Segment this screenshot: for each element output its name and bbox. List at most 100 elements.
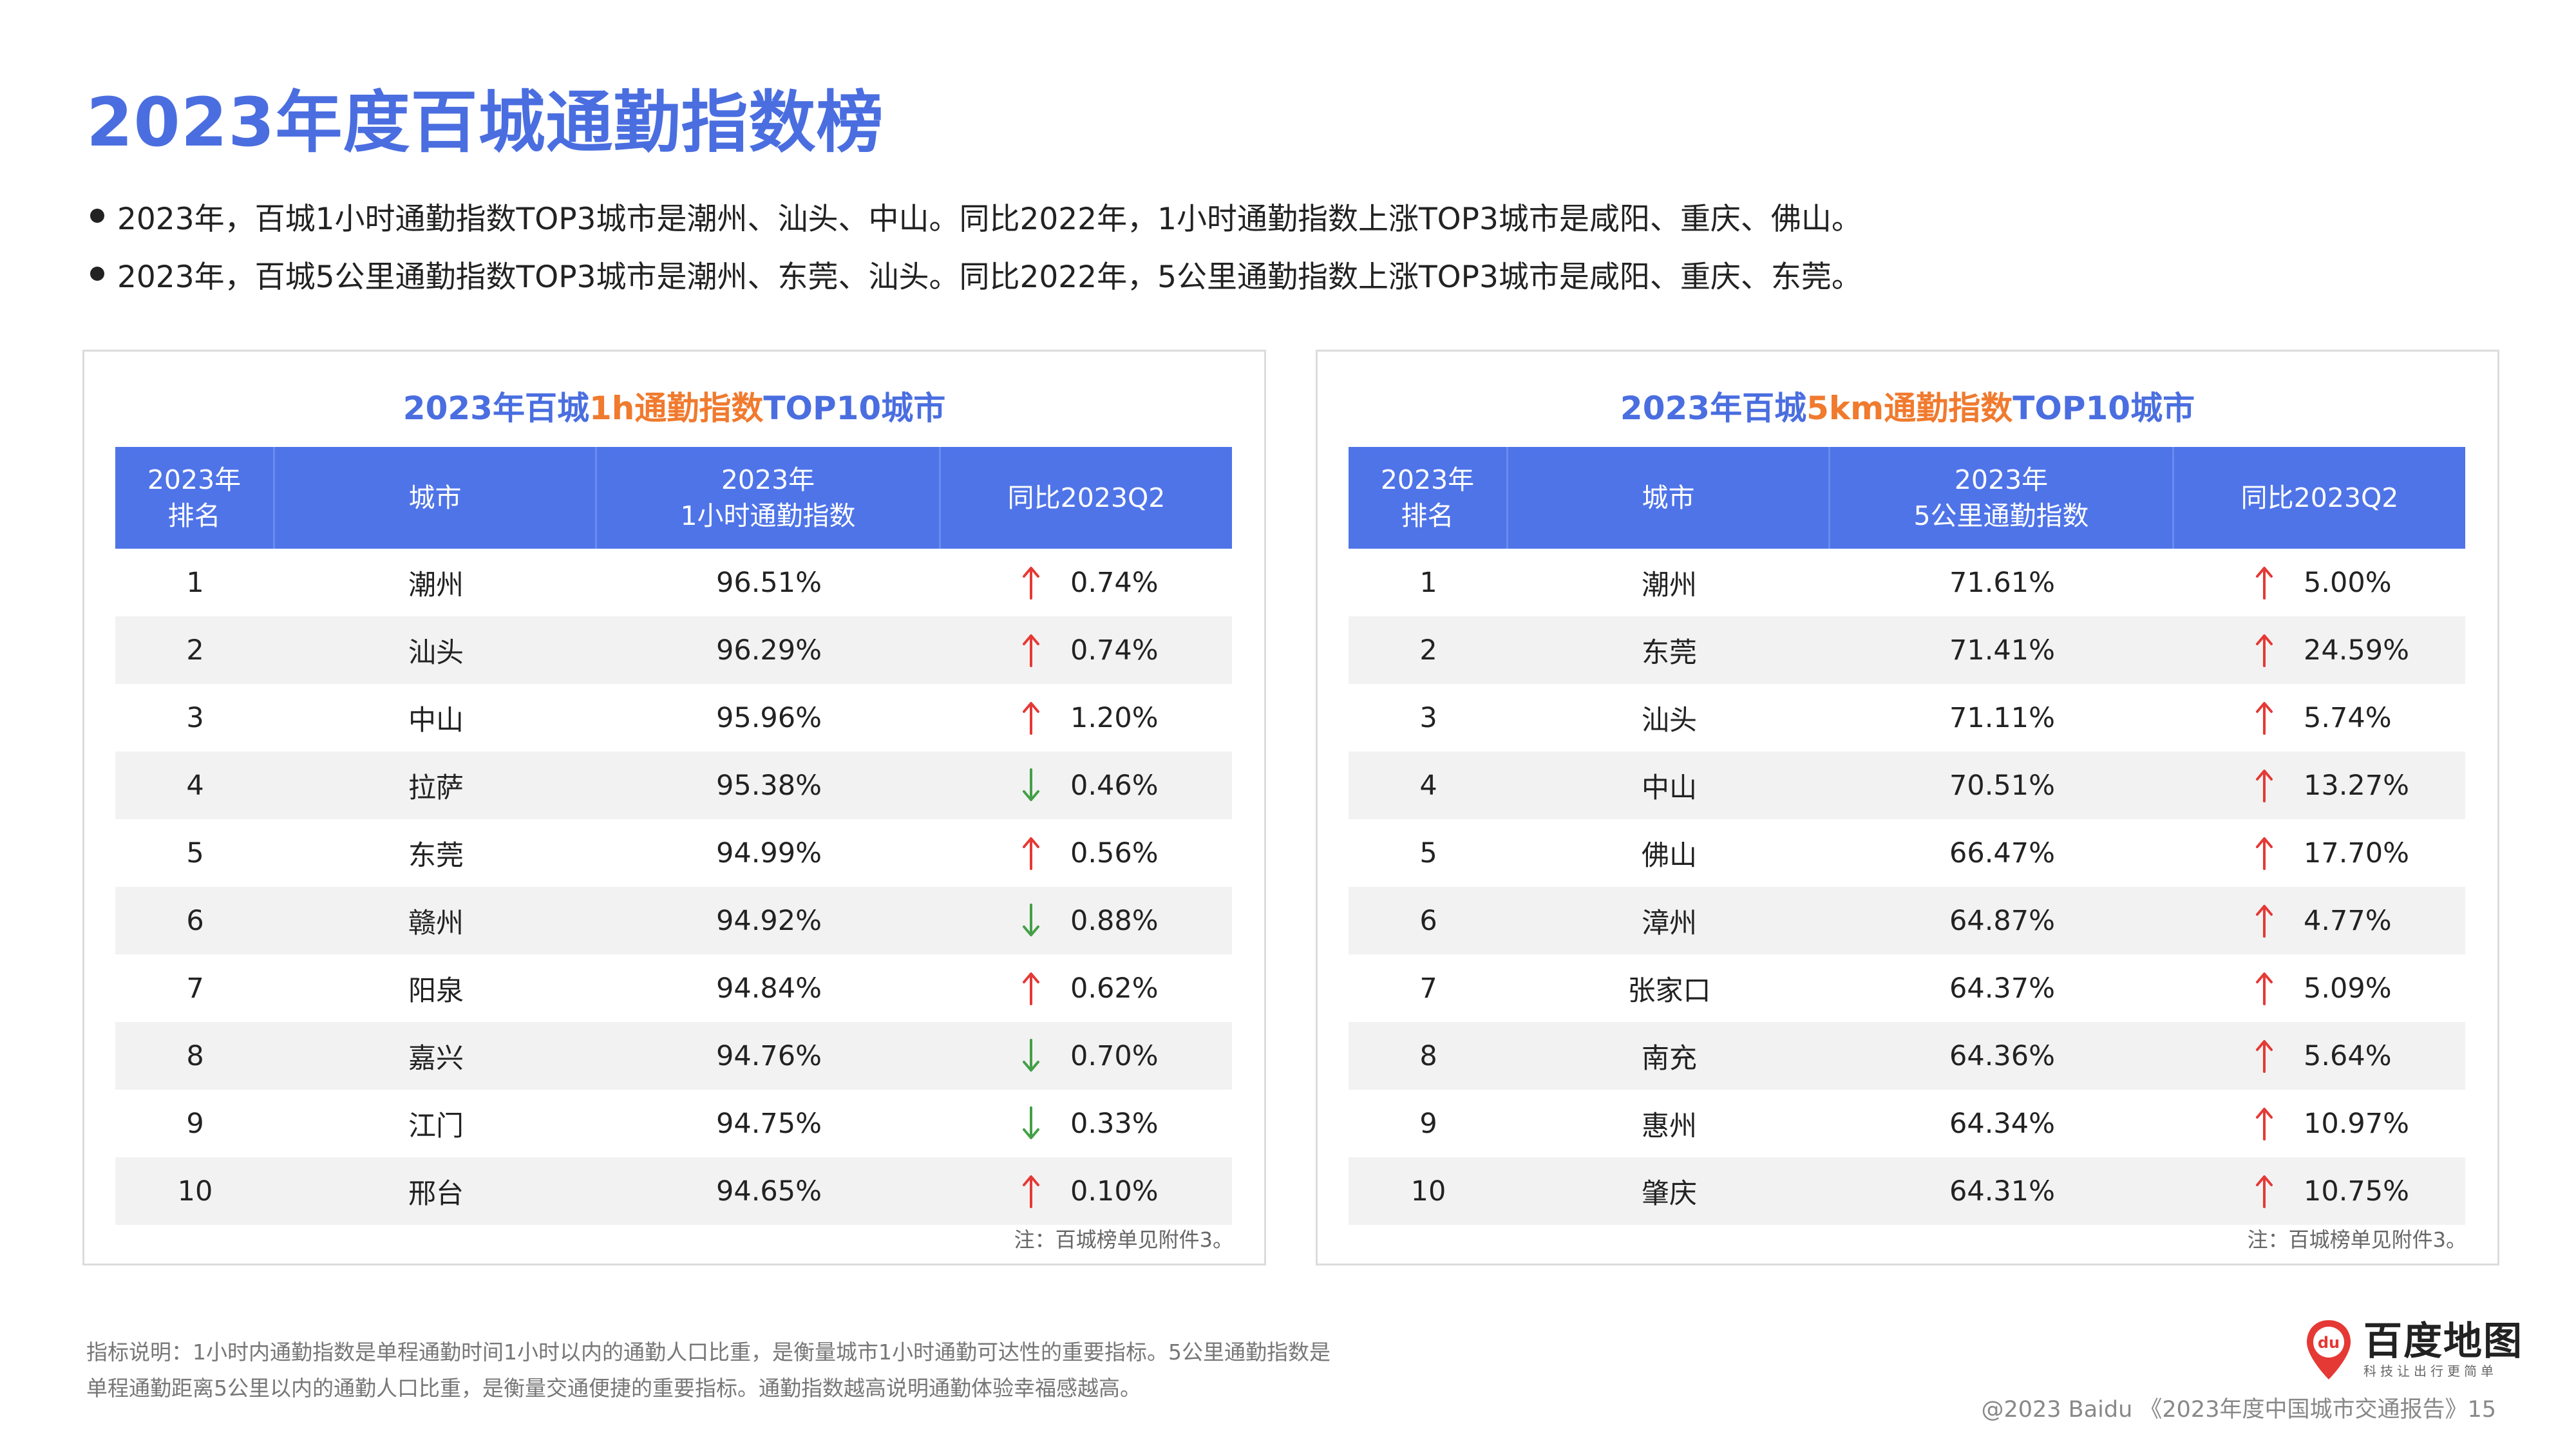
index-cell: 94.76% (716, 1039, 822, 1072)
rank-cell: 8 (1419, 1039, 1437, 1072)
table-row: 10 邢台 94.65% 0.10% (115, 1157, 1232, 1225)
table-row: 3 中山 95.96% 1.20% (115, 684, 1232, 752)
bullet-dot-icon (90, 209, 104, 223)
change-value: 0.10% (1070, 1175, 1159, 1208)
header-change: 同比2023Q2 (1007, 482, 1166, 513)
city-cell: 南充 (1642, 1042, 1697, 1075)
header-index: 2023年 5公里通勤指数 (1830, 447, 2174, 549)
panel-title-pre: 2023年百城 (1620, 390, 1807, 427)
rank-cell: 9 (1419, 1107, 1437, 1140)
city-cell: 惠州 (1642, 1110, 1697, 1142)
change-value: 5.74% (2304, 701, 2392, 734)
rank-cell: 3 (186, 701, 204, 734)
arrow-up-icon (2256, 567, 2273, 600)
rank-cell: 7 (1419, 972, 1437, 1005)
arrow-up-icon (2256, 770, 2273, 802)
table-row: 8 嘉兴 94.76% 0.70% (115, 1022, 1232, 1090)
change-value: 0.88% (1070, 904, 1159, 937)
change-value: 5.64% (2304, 1039, 2392, 1072)
city-cell: 汕头 (1642, 704, 1697, 737)
index-cell: 95.96% (716, 701, 822, 734)
change-value: 10.75% (2304, 1175, 2409, 1208)
table-note: 注：百城榜单见附件3。 (1014, 1227, 1233, 1252)
arrow-up-icon (2256, 837, 2273, 870)
arrow-up-icon (2256, 634, 2273, 667)
panel-title: 2023年百城5km通勤指数TOP10城市 (1318, 383, 2497, 429)
panel-title-pre: 2023年百城 (402, 390, 589, 427)
change-value: 0.74% (1070, 566, 1159, 599)
change-value: 5.09% (2304, 972, 2392, 1005)
bullet-dot-icon (90, 267, 104, 281)
table-note: 注：百城榜单见附件3。 (2247, 1227, 2467, 1252)
rank-cell: 4 (1419, 769, 1437, 802)
change-cell: 0.70% (941, 1038, 1232, 1074)
index-cell: 94.92% (716, 904, 822, 937)
header-rank-line2: 排名 (167, 500, 221, 531)
arrow-down-icon (1023, 904, 1039, 936)
table-row: 10 肇庆 64.31% 10.75% (1349, 1157, 2465, 1225)
table-row: 3 汕头 71.11% 5.74% (1349, 684, 2465, 752)
change-value: 10.97% (2304, 1107, 2409, 1140)
panel-title-accent: 5km通勤指数 (1806, 390, 2013, 427)
copyright: @2023 Baidu 《2023年度中国城市交通报告》15 (1981, 1397, 2496, 1423)
table-row: 7 张家口 64.37% 5.09% (1349, 954, 2465, 1022)
index-cell: 71.41% (1949, 634, 2055, 667)
city-cell: 东莞 (1642, 636, 1697, 669)
table-row: 8 南充 64.36% 5.64% (1349, 1022, 2465, 1090)
change-value: 0.62% (1070, 972, 1159, 1005)
city-cell: 中山 (1642, 772, 1697, 804)
arrow-up-icon (2256, 1175, 2273, 1208)
panel-title: 2023年百城1h通勤指数TOP10城市 (84, 383, 1264, 429)
change-value: 0.74% (1070, 634, 1159, 667)
panel-title-accent: 1h通勤指数 (589, 390, 764, 427)
baidu-map-logo: du 百度地图 科技让出行更简单 (2303, 1318, 2523, 1382)
rank-cell: 3 (1419, 701, 1437, 734)
change-cell: 0.88% (941, 903, 1232, 938)
table-row: 5 东莞 94.99% 0.56% (115, 819, 1232, 887)
table-header: 2023年 排名 城市 2023年 1小时通勤指数 同比2023Q2 (115, 447, 1232, 549)
page-title: 2023年度百城通勤指数榜 (86, 83, 884, 162)
city-cell: 赣州 (408, 907, 464, 940)
ranking-table-1h: 2023年 排名 城市 2023年 1小时通勤指数 同比2023Q2 1 潮州 96.5… (115, 447, 1232, 1225)
index-cell: 64.34% (1949, 1107, 2055, 1140)
rank-cell: 2 (1419, 634, 1437, 667)
logo-sub-text: 科技让出行更简单 (2363, 1363, 2497, 1379)
city-cell: 佛山 (1642, 839, 1697, 872)
arrow-up-icon (1023, 702, 1039, 735)
table-row: 2 东莞 71.41% 24.59% (1349, 616, 2465, 684)
change-cell: 4.77% (2174, 903, 2465, 938)
change-cell: 5.64% (2174, 1038, 2465, 1074)
change-value: 17.70% (2304, 837, 2409, 869)
header-index-line1: 2023年 (1954, 464, 2049, 495)
rank-cell: 1 (186, 566, 204, 599)
rank-cell: 10 (1410, 1175, 1446, 1208)
change-value: 13.27% (2304, 769, 2409, 802)
arrow-down-icon (1023, 1106, 1039, 1139)
table-row: 1 潮州 96.51% 0.74% (115, 549, 1232, 616)
rank-cell: 4 (186, 769, 204, 802)
summary-bullets: 2023年，百城1小时通勤指数TOP3城市是潮州、汕头、中山。同比2022年，1… (90, 187, 1862, 303)
index-cell: 64.37% (1949, 972, 2055, 1005)
rank-cell: 8 (186, 1039, 204, 1072)
change-cell: 0.74% (941, 565, 1232, 600)
change-cell: 0.62% (941, 971, 1232, 1006)
header-index: 2023年 1小时通勤指数 (597, 447, 941, 549)
header-index-line2: 1小时通勤指数 (680, 500, 856, 531)
header-change: 同比2023Q2 (2240, 482, 2399, 513)
change-value: 0.70% (1070, 1039, 1159, 1072)
change-cell: 5.74% (2174, 700, 2465, 735)
change-value: 0.56% (1070, 837, 1159, 869)
change-cell: 5.00% (2174, 565, 2465, 600)
index-cell: 66.47% (1949, 837, 2055, 869)
header-rank-line1: 2023年 (1380, 464, 1475, 495)
arrow-up-icon (2256, 1108, 2273, 1141)
ranking-panel-1h: 2023年百城1h通勤指数TOP10城市 2023年 排名 城市 2023年 1小时… (82, 350, 1266, 1265)
index-cell: 94.99% (716, 837, 822, 869)
change-cell: 10.75% (2174, 1173, 2465, 1209)
table-row: 2 汕头 96.29% 0.74% (115, 616, 1232, 684)
table-row: 9 江门 94.75% 0.33% (115, 1090, 1232, 1157)
change-cell: 17.70% (2174, 835, 2465, 871)
arrow-up-icon (2256, 905, 2273, 938)
index-cell: 95.38% (716, 769, 822, 802)
city-cell: 拉萨 (408, 772, 464, 804)
